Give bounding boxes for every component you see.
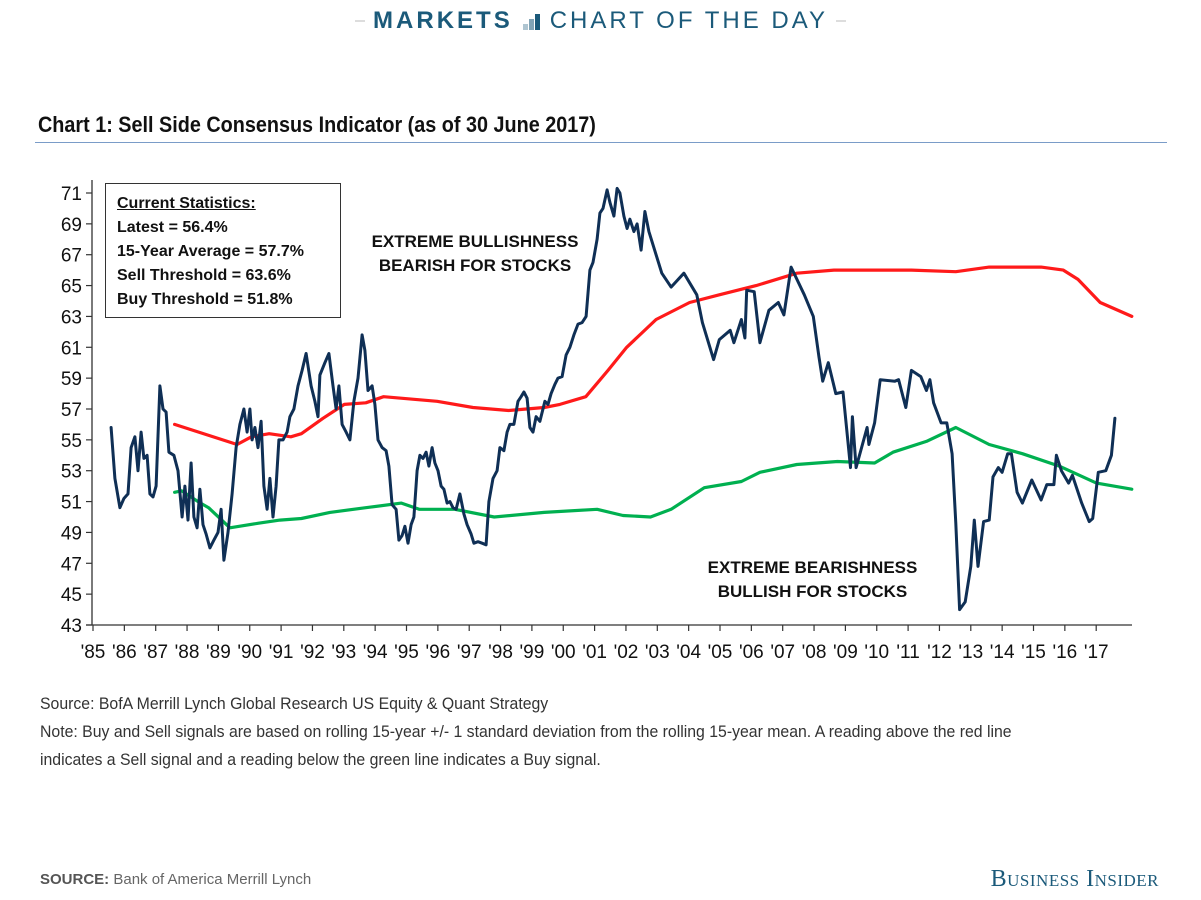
footer-source-text: Bank of America Merrill Lynch bbox=[113, 871, 312, 888]
header: MARKETS CHART OF THE DAY bbox=[0, 4, 1201, 38]
y-tick-label: 45 bbox=[61, 585, 82, 606]
x-tick-label: '03 bbox=[645, 642, 670, 663]
x-tick-label: '17 bbox=[1084, 642, 1109, 663]
bar-chart-icon bbox=[522, 12, 540, 30]
y-tick-label: 55 bbox=[61, 431, 82, 452]
x-tick-label: '04 bbox=[676, 642, 701, 663]
y-tick-label: 43 bbox=[61, 616, 82, 637]
y-tick-label: 63 bbox=[61, 307, 82, 328]
stats-heading: Current Statistics: bbox=[117, 195, 256, 212]
x-tick-label: '94 bbox=[363, 642, 388, 663]
y-tick-label: 61 bbox=[61, 338, 82, 359]
annotation-bearish-line2: BULLISH FOR STOCKS bbox=[717, 582, 908, 601]
consensus-indicator-line bbox=[109, 186, 1117, 612]
x-tick-label: '08 bbox=[802, 642, 827, 663]
x-tick-label: '88 bbox=[175, 642, 200, 663]
title-divider bbox=[35, 142, 1167, 143]
x-tick-label: '96 bbox=[425, 642, 450, 663]
x-tick-label: '00 bbox=[551, 642, 576, 663]
x-tick-label: '86 bbox=[112, 642, 137, 663]
notes: Source: BofA Merrill Lynch Global Resear… bbox=[40, 690, 1012, 774]
brand-logo: Business Insider bbox=[990, 866, 1159, 892]
x-tick-label: '15 bbox=[1021, 642, 1046, 663]
source-note: Source: BofA Merrill Lynch Global Resear… bbox=[40, 694, 549, 713]
x-tick-label: '85 bbox=[81, 642, 106, 663]
x-tick-label: '12 bbox=[927, 642, 952, 663]
x-tick-label: '95 bbox=[394, 642, 419, 663]
annotation-bullish: EXTREME BULLISHNESS BEARISH FOR STOCKS bbox=[345, 230, 605, 278]
y-tick-label: 47 bbox=[61, 554, 82, 575]
stat-buy-threshold: Buy Threshold = 51.8% bbox=[117, 291, 293, 308]
x-tick-label: '91 bbox=[269, 642, 294, 663]
x-tick-label: '11 bbox=[896, 642, 919, 663]
chart-title: Chart 1: Sell Side Consensus Indicator (… bbox=[38, 112, 596, 137]
x-tick-label: '90 bbox=[237, 642, 262, 663]
y-tick-label: 49 bbox=[61, 523, 82, 544]
axes: 71 69 67 65 63 61 59 57 55 53 51 49 47 45 43 '85 '86 '87 '… bbox=[61, 180, 1132, 663]
buy-threshold-line bbox=[173, 425, 1134, 530]
x-tick-label: '05 bbox=[708, 642, 733, 663]
header-rule-right bbox=[835, 20, 846, 22]
header-label: CHART OF THE DAY bbox=[549, 7, 828, 34]
note-line-1: Note: Buy and Sell signals are based on … bbox=[40, 722, 1012, 741]
y-tick-label: 69 bbox=[61, 215, 82, 236]
x-tick-label: '16 bbox=[1052, 642, 1077, 663]
annotation-bullish-line2: BEARISH FOR STOCKS bbox=[378, 256, 572, 275]
x-tick-label: '14 bbox=[990, 642, 1015, 663]
x-tick-label: '09 bbox=[833, 642, 858, 663]
x-tick-label: '10 bbox=[864, 642, 889, 663]
header-section: MARKETS bbox=[373, 7, 513, 34]
annotation-bearish-line1: EXTREME BEARISHNESS bbox=[707, 558, 918, 577]
footer-source-label: SOURCE: bbox=[40, 871, 110, 888]
x-tick-label: '06 bbox=[739, 642, 764, 663]
stat-average: 15-Year Average = 57.7% bbox=[117, 243, 304, 260]
x-tick-label: '97 bbox=[457, 642, 482, 663]
annotation-bullish-line1: EXTREME BULLISHNESS bbox=[371, 232, 579, 251]
x-tick-label: '89 bbox=[206, 642, 231, 663]
sell-threshold-line bbox=[173, 265, 1134, 447]
annotation-bearish: EXTREME BEARISHNESS BULLISH FOR STOCKS bbox=[680, 556, 945, 604]
y-tick-label: 65 bbox=[61, 277, 82, 298]
series-lines bbox=[109, 186, 1134, 612]
x-tick-label: '93 bbox=[331, 642, 356, 663]
y-tick-label: 51 bbox=[61, 493, 82, 514]
x-tick-label: '92 bbox=[300, 642, 325, 663]
x-tick-label: '13 bbox=[958, 642, 983, 663]
x-tick-label: '02 bbox=[614, 642, 639, 663]
y-tick-label: 59 bbox=[61, 369, 82, 390]
y-tick-label: 53 bbox=[61, 462, 82, 483]
x-tick-label: '01 bbox=[582, 642, 607, 663]
stat-latest: Latest = 56.4% bbox=[117, 219, 228, 236]
x-tick-label: '07 bbox=[770, 642, 795, 663]
note-line-2: indicates a Sell signal and a reading be… bbox=[40, 750, 601, 769]
y-tick-label: 67 bbox=[61, 246, 82, 267]
x-tick-label: '98 bbox=[488, 642, 513, 663]
x-tick-label: '99 bbox=[520, 642, 545, 663]
y-tick-label: 57 bbox=[61, 400, 82, 421]
footer-source: SOURCE: Bank of America Merrill Lynch bbox=[40, 871, 311, 888]
header-rule-left bbox=[355, 20, 366, 22]
y-tick-label: 71 bbox=[61, 184, 82, 205]
stat-sell-threshold: Sell Threshold = 63.6% bbox=[117, 267, 291, 284]
stats-box: Current Statistics: Latest = 56.4% 15-Ye… bbox=[105, 183, 341, 318]
x-tick-label: '87 bbox=[143, 642, 168, 663]
